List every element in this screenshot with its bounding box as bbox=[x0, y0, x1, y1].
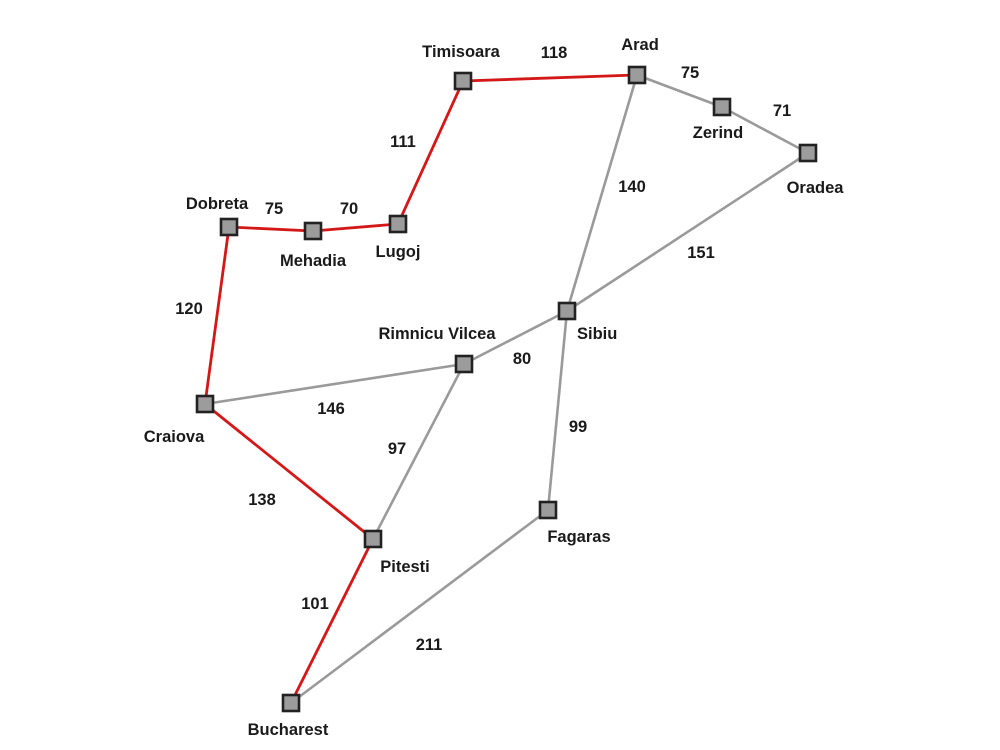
city-label-zerind: Zerind bbox=[693, 124, 743, 142]
city-node-lugoj bbox=[388, 214, 408, 234]
city-node-fagaras bbox=[538, 500, 558, 520]
distance-label-sibiu-fagaras: 99 bbox=[569, 418, 587, 436]
road-sibiu-rimnicu bbox=[463, 309, 568, 366]
city-node-rimnicu bbox=[454, 354, 474, 374]
distance-label-pitesti-bucharest: 101 bbox=[301, 595, 329, 613]
city-labels-layer: Timisoara Arad Zerind Oradea Lugoj Mehadia Dob… bbox=[144, 36, 845, 739]
city-node-mehadia bbox=[303, 221, 323, 241]
distance-label-arad-sibiu: 140 bbox=[618, 178, 646, 196]
city-label-pitesti: Pitesti bbox=[380, 558, 430, 576]
distance-label-zerind-oradea: 71 bbox=[773, 102, 791, 120]
distance-label-sibiu-rimnicu: 80 bbox=[513, 350, 531, 368]
city-label-rimnicu: Rimnicu Vilcea bbox=[378, 325, 496, 343]
distance-label-dobreta-craiova: 120 bbox=[175, 300, 203, 318]
distance-label-mehadia-dobreta: 75 bbox=[265, 200, 283, 218]
city-node-bucharest bbox=[281, 693, 301, 713]
distance-label-arad-zerind: 75 bbox=[681, 64, 699, 82]
road-pitesti-bucharest-highlighted bbox=[289, 538, 375, 704]
city-label-fagaras: Fagaras bbox=[547, 528, 610, 546]
city-node-oradea bbox=[798, 143, 818, 163]
city-label-oradea: Oradea bbox=[787, 179, 845, 197]
city-label-sibiu: Sibiu bbox=[577, 325, 617, 343]
road-rimnicu-craiova bbox=[204, 362, 465, 406]
road-dobreta-craiova-highlighted bbox=[203, 226, 231, 405]
city-node-zerind bbox=[712, 97, 732, 117]
distance-label-oradea-sibiu: 151 bbox=[687, 244, 715, 262]
city-node-timisoara bbox=[453, 71, 473, 91]
road-timisoara-lugoj-highlighted bbox=[396, 80, 465, 225]
road-rimnicu-pitesti bbox=[371, 363, 466, 540]
road-lugoj-mehadia-highlighted bbox=[312, 222, 399, 233]
city-label-craiova: Craiova bbox=[144, 428, 205, 446]
road-timisoara-arad-highlighted bbox=[462, 73, 638, 83]
road-mehadia-dobreta-highlighted bbox=[228, 225, 314, 233]
city-label-timisoara: Timisoara bbox=[422, 43, 500, 61]
city-label-bucharest: Bucharest bbox=[248, 721, 329, 739]
distance-labels-layer: 118 75 71 140 151 111 70 75 120 80 99 146 97 138 101 21… bbox=[175, 44, 791, 654]
distance-label-lugoj-mehadia: 70 bbox=[340, 200, 358, 218]
city-node-sibiu bbox=[557, 301, 577, 321]
distance-label-craiova-pitesti: 138 bbox=[248, 491, 276, 509]
city-node-arad bbox=[627, 65, 647, 85]
distance-label-rimnicu-pitesti: 97 bbox=[388, 440, 406, 458]
cities-layer bbox=[195, 65, 818, 713]
distance-label-fagaras-bucharest: 211 bbox=[416, 636, 443, 654]
city-label-dobreta: Dobreta bbox=[186, 195, 249, 213]
road-oradea-sibiu bbox=[566, 151, 809, 313]
distance-label-timisoara-arad: 118 bbox=[541, 44, 568, 62]
city-node-dobreta bbox=[219, 217, 239, 237]
road-fagaras-bucharest bbox=[290, 508, 549, 705]
road-sibiu-fagaras bbox=[546, 310, 569, 511]
road-zerind-oradea bbox=[721, 105, 809, 155]
road-arad-sibiu bbox=[565, 74, 639, 312]
city-node-pitesti bbox=[363, 529, 383, 549]
roads-layer bbox=[203, 73, 809, 705]
city-label-arad: Arad bbox=[621, 36, 659, 54]
road-craiova-pitesti-highlighted bbox=[204, 402, 374, 541]
city-label-lugoj: Lugoj bbox=[376, 243, 421, 261]
distance-label-timisoara-lugoj: 111 bbox=[390, 133, 416, 151]
city-node-craiova bbox=[195, 394, 215, 414]
city-label-mehadia: Mehadia bbox=[280, 252, 347, 270]
road-arad-zerind bbox=[636, 73, 723, 109]
distance-label-rimnicu-craiova: 146 bbox=[317, 400, 345, 418]
